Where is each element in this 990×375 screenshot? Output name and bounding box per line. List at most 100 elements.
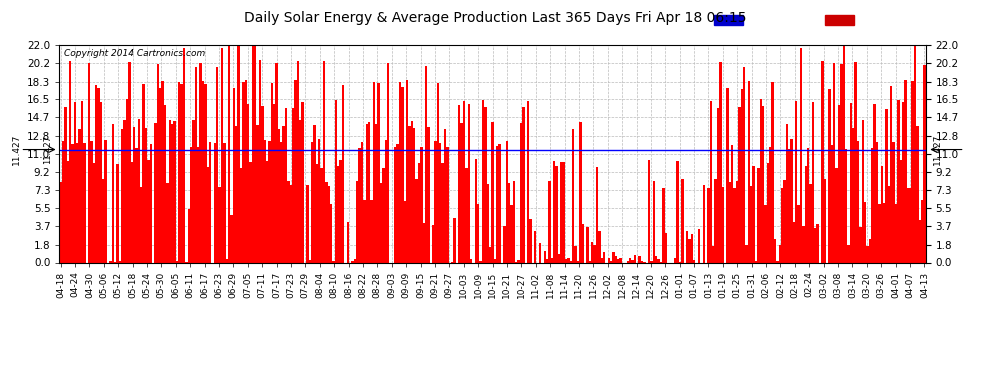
Bar (754, 261, 757, 262)
Bar (143, 84, 145, 262)
Bar (650, 261, 652, 262)
Bar (131, 162, 133, 262)
Bar (209, 142, 211, 262)
Bar (387, 63, 389, 262)
Bar (351, 261, 353, 262)
Bar (228, 45, 231, 262)
Bar (736, 181, 739, 262)
Bar (632, 260, 634, 262)
Bar (411, 121, 413, 262)
Bar (382, 168, 384, 262)
Bar (377, 83, 380, 262)
Bar (617, 259, 620, 262)
Bar (204, 84, 207, 262)
Bar (335, 100, 337, 262)
Bar (346, 222, 348, 262)
Bar (914, 45, 916, 262)
Bar (133, 127, 136, 262)
Bar (864, 202, 866, 262)
Bar (859, 227, 861, 262)
Bar (861, 120, 864, 262)
Bar (81, 100, 83, 262)
Bar (615, 255, 617, 262)
Bar (175, 261, 178, 262)
Bar (112, 124, 114, 262)
Bar (372, 82, 375, 262)
Bar (302, 102, 304, 262)
Bar (256, 124, 258, 262)
Bar (240, 168, 243, 262)
Bar (432, 225, 435, 262)
Bar (798, 205, 800, 262)
Bar (788, 148, 790, 262)
Bar (802, 226, 805, 262)
Bar (494, 259, 496, 262)
Bar (510, 206, 513, 262)
Bar (722, 187, 724, 262)
Bar (596, 166, 598, 262)
Bar (435, 141, 437, 262)
Bar (425, 66, 428, 262)
Bar (657, 259, 660, 262)
Bar (834, 63, 836, 262)
Bar (475, 159, 477, 262)
Bar (129, 62, 131, 262)
Bar (741, 89, 742, 262)
Bar (97, 88, 100, 262)
Bar (878, 204, 880, 262)
Bar (629, 258, 632, 262)
Bar (396, 144, 399, 262)
Bar (231, 215, 233, 262)
Bar (258, 60, 261, 262)
Bar (406, 80, 408, 262)
Bar (652, 181, 655, 262)
Bar (567, 258, 569, 262)
Bar (530, 219, 532, 262)
Bar (729, 182, 731, 262)
Bar (752, 166, 754, 262)
Bar (664, 233, 667, 262)
Bar (399, 82, 401, 262)
Bar (593, 244, 596, 262)
Bar (316, 165, 318, 262)
Bar (442, 163, 444, 262)
Bar (854, 62, 856, 262)
Bar (251, 45, 254, 262)
Bar (154, 123, 156, 262)
Bar (323, 61, 325, 262)
Bar (243, 82, 245, 262)
Bar (268, 141, 270, 262)
Bar (591, 242, 593, 262)
Bar (655, 256, 657, 262)
Bar (912, 81, 914, 262)
Bar (325, 182, 328, 262)
Bar (117, 164, 119, 262)
Bar (574, 246, 577, 262)
Bar (759, 99, 762, 262)
Bar (715, 179, 717, 262)
Bar (337, 166, 340, 262)
Bar (465, 168, 467, 262)
Bar (356, 181, 358, 262)
Bar (330, 204, 333, 262)
Bar (897, 100, 900, 262)
Bar (919, 220, 921, 262)
Bar (460, 123, 463, 262)
Bar (841, 64, 842, 262)
Bar (883, 203, 885, 262)
Bar (712, 246, 715, 262)
Bar (178, 82, 180, 262)
Bar (245, 81, 247, 262)
Bar (124, 120, 126, 262)
Bar (394, 147, 396, 262)
Bar (180, 84, 183, 262)
Bar (674, 258, 676, 262)
Bar (885, 109, 888, 262)
Bar (836, 168, 838, 262)
Bar (876, 142, 878, 262)
Bar (508, 183, 510, 262)
Bar (64, 106, 66, 262)
Bar (805, 166, 807, 262)
Bar (847, 244, 849, 262)
Bar (138, 119, 141, 262)
